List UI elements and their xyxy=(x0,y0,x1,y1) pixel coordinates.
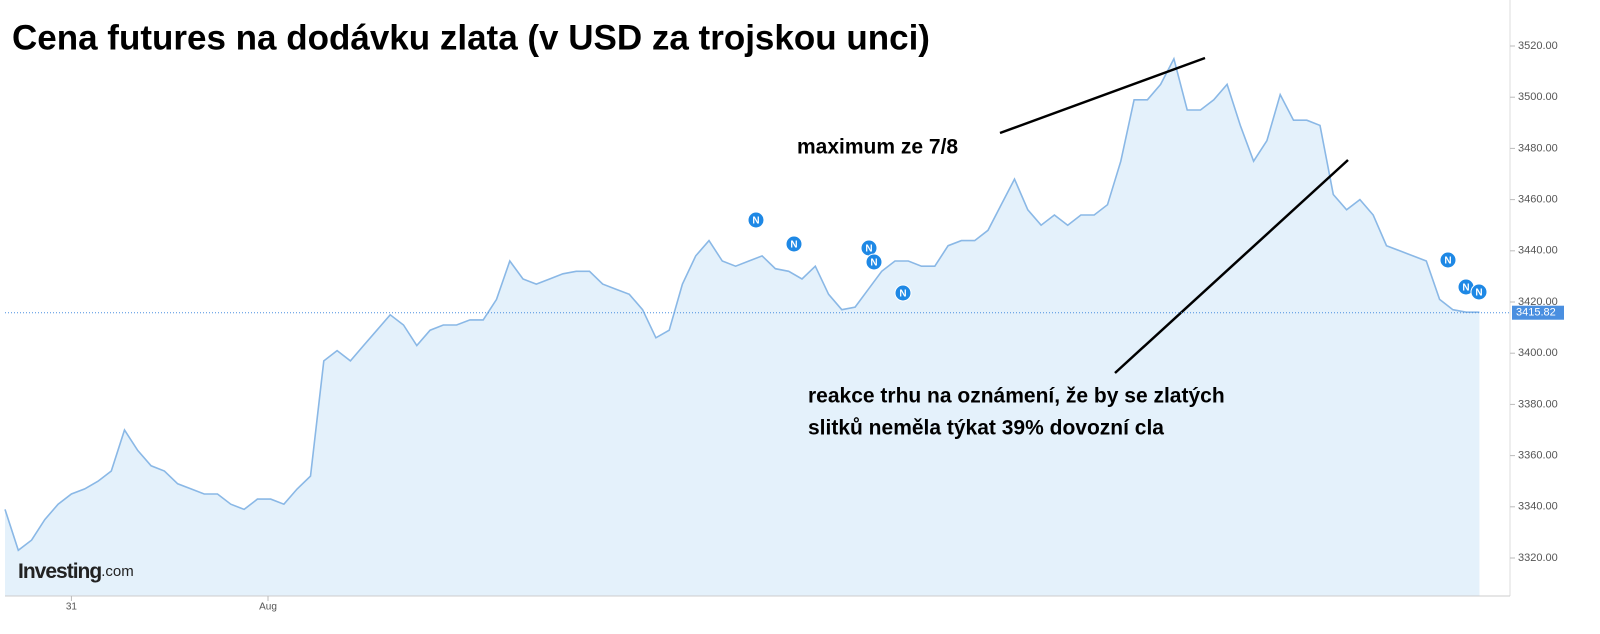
y-tick-label: 3500.00 xyxy=(1518,91,1558,103)
annotation-line xyxy=(1114,159,1349,374)
y-tick-label: 3380.00 xyxy=(1518,398,1558,410)
y-tick-label: 3340.00 xyxy=(1518,501,1558,513)
y-tick-label: 3400.00 xyxy=(1518,347,1558,359)
annotation: maximum ze 7/8 xyxy=(797,136,958,159)
y-tick-label: 3360.00 xyxy=(1518,450,1558,462)
y-tick-label: 3440.00 xyxy=(1518,245,1558,257)
y-tick-label: 3420.00 xyxy=(1518,296,1558,308)
chart-title: Cena futures na dodávku zlata (v USD za … xyxy=(12,18,930,57)
x-tick-label: Aug xyxy=(259,602,277,613)
line xyxy=(4,56,1480,552)
logo: Investing.com xyxy=(18,560,134,583)
news-icon-label: N xyxy=(752,216,759,227)
news-icon xyxy=(865,253,883,271)
news-icon-label: N xyxy=(870,258,877,269)
news-icon-label: N xyxy=(899,289,906,300)
logo-suffix: .com xyxy=(101,563,134,580)
logo-brand: Investing xyxy=(18,560,101,583)
news-icon-label: N xyxy=(1475,288,1482,299)
annotation: reakce trhu na oznámení, že by se zlatýc… xyxy=(808,385,1225,408)
area xyxy=(5,58,1480,597)
y-tick-label: 3480.00 xyxy=(1518,142,1558,154)
news-icon xyxy=(1470,283,1488,301)
y-tick-label: 3460.00 xyxy=(1518,194,1558,206)
news-icon-label: N xyxy=(1462,283,1469,294)
plot xyxy=(4,56,1480,597)
news-icon-label: N xyxy=(1444,256,1451,267)
x-tick-label: 31 xyxy=(66,602,78,613)
news-icon xyxy=(1439,251,1457,269)
news-icon xyxy=(785,235,803,253)
last-price-label: 3415.82 xyxy=(1516,307,1556,319)
news-icon-label: N xyxy=(865,244,872,255)
last-price-box xyxy=(1512,305,1564,320)
news-icon xyxy=(747,211,765,229)
news-icon-label: N xyxy=(790,240,797,251)
y-tick-label: 3320.00 xyxy=(1518,552,1558,564)
y-tick-label: 3520.00 xyxy=(1518,40,1558,52)
annotation: slitků neměla týkat 39% dovozní cla xyxy=(808,417,1164,440)
news-icon xyxy=(894,284,912,302)
annotation-line xyxy=(999,56,1206,135)
